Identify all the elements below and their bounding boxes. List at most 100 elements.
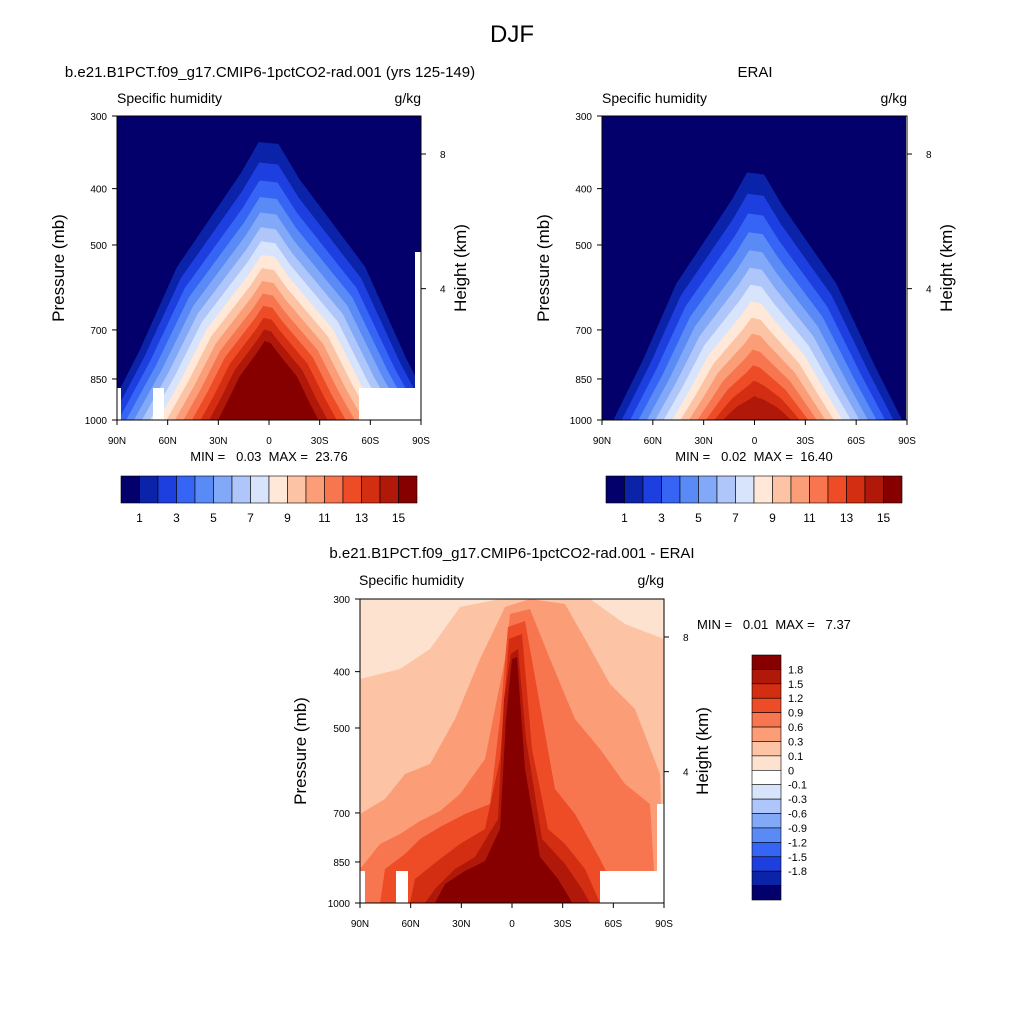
missing-data <box>600 871 664 903</box>
y-tick-label: 300 <box>333 595 350 606</box>
x-tick-label: 0 <box>752 436 758 447</box>
colorbar-swatch <box>751 798 782 814</box>
colorbar-swatch <box>605 475 625 504</box>
x-tick-label: 90N <box>351 919 369 930</box>
colorbar-swatch <box>883 475 903 504</box>
colorbar-swatch <box>679 475 699 504</box>
colorbar: 1.8 1.5 1.2 0.9 0.6 0.3 0.1 0 -0.1 -0.3 -0.6 -0.9 -1… <box>751 654 807 901</box>
colorbar-label: 0.3 <box>788 736 803 748</box>
y-tick-label: 300 <box>575 112 592 123</box>
colorbar-swatch <box>751 683 782 699</box>
panel-title: ERAI <box>737 64 772 81</box>
colorbar-swatch <box>361 475 381 504</box>
y-right-tick-label: 4 <box>683 768 689 779</box>
y-axis-right-label: Height (km) <box>451 224 470 312</box>
x-tick-label: 90N <box>108 436 126 447</box>
y-tick-label: 400 <box>575 185 592 196</box>
x-axis: 90N 60N 30N 0 30S 60S 90S <box>351 903 673 930</box>
x-tick-label: 60N <box>644 436 662 447</box>
colorbar-swatch <box>642 475 662 504</box>
colorbar-label: 13 <box>355 511 369 525</box>
colorbar-swatch <box>231 475 251 504</box>
colorbar-label: -1.8 <box>788 866 807 878</box>
colorbar-label: 0.6 <box>788 722 803 734</box>
colorbar-label: -0.6 <box>788 809 807 821</box>
colorbar-swatch <box>751 741 782 757</box>
y-tick-label: 700 <box>333 809 350 820</box>
panel-model: b.e21.B1PCT.f09_g17.CMIP6-1pctCO2-rad.00… <box>49 64 475 525</box>
colorbar-swatch <box>176 475 196 504</box>
colorbar-label: 1 <box>136 511 143 525</box>
colorbar-label: 1.5 <box>788 679 803 691</box>
colorbar-label: 5 <box>210 511 217 525</box>
colorbar-label: 0.1 <box>788 751 803 763</box>
colorbar-label: 0.9 <box>788 708 803 720</box>
y-axis: 300 400 500 700 850 1000 <box>328 595 360 910</box>
units-label: g/kg <box>638 572 664 588</box>
colorbar-label: 9 <box>284 511 291 525</box>
missing-data <box>415 252 421 420</box>
y-right-tick-label: 8 <box>683 633 689 644</box>
x-tick-label: 90S <box>655 919 673 930</box>
y-tick-label: 1000 <box>85 416 108 427</box>
colorbar-label: 9 <box>769 511 776 525</box>
contour-fill <box>380 621 615 903</box>
x-tick-label: 60S <box>361 436 379 447</box>
x-tick-label: 60N <box>158 436 176 447</box>
colorbar-swatch <box>194 475 214 504</box>
colorbar-swatch <box>751 669 782 685</box>
y-tick-label: 850 <box>575 375 592 386</box>
contour-fill <box>722 396 791 420</box>
colorbar-swatch <box>379 475 399 504</box>
x-axis: 90N 60N 30N 0 30S 60S 90S <box>593 420 916 447</box>
x-tick-label: 30N <box>694 436 712 447</box>
colorbar-label: 15 <box>877 511 891 525</box>
colorbar-swatch <box>751 697 782 713</box>
colorbar-swatch <box>751 726 782 742</box>
colorbar-swatch <box>157 475 177 504</box>
colorbar-swatch <box>864 475 884 504</box>
colorbar-swatch <box>790 475 810 504</box>
colorbar-label: 11 <box>318 511 331 525</box>
colorbar-swatch <box>751 856 782 872</box>
colorbar-swatch <box>250 475 270 504</box>
y-axis-right: 84 <box>421 150 446 296</box>
colorbar-swatch <box>120 475 140 504</box>
colorbar-swatch <box>827 475 847 504</box>
plot-area <box>602 116 906 420</box>
y-axis-label: Pressure (mb) <box>534 214 553 322</box>
colorbar-label: -0.9 <box>788 823 807 835</box>
panel-erai: ERAI Specific humidity g/kg 300 400 500 700… <box>534 64 956 525</box>
y-tick-label: 700 <box>90 326 107 337</box>
y-tick-label: 850 <box>333 858 350 869</box>
x-tick-label: 90N <box>593 436 611 447</box>
colorbar-label: 1 <box>621 511 628 525</box>
min-max-text: MIN = 0.03 MAX = 23.76 <box>190 449 348 464</box>
y-tick-label: 1000 <box>328 899 351 910</box>
missing-data <box>153 388 164 420</box>
colorbar-label: -0.3 <box>788 794 807 806</box>
colorbar-swatch <box>753 475 773 504</box>
colorbar-swatch <box>809 475 829 504</box>
y-axis-label: Pressure (mb) <box>49 214 68 322</box>
contour-layers <box>360 599 664 903</box>
colorbar-swatch <box>735 475 755 504</box>
colorbar-label: 11 <box>803 511 816 525</box>
x-tick-label: 90S <box>898 436 916 447</box>
colorbar-label: 3 <box>173 511 180 525</box>
x-tick-label: 30S <box>311 436 329 447</box>
colorbar-swatch <box>751 827 782 843</box>
colorbar-swatch <box>661 475 681 504</box>
missing-data <box>396 871 408 903</box>
colorbar-swatch <box>624 475 644 504</box>
colorbar-label: 1.2 <box>788 693 803 705</box>
panel-title: b.e21.B1PCT.f09_g17.CMIP6-1pctCO2-rad.00… <box>65 64 475 81</box>
colorbar-label: 7 <box>247 511 254 525</box>
y-right-tick-label: 4 <box>440 285 446 296</box>
panel-difference: b.e21.B1PCT.f09_g17.CMIP6-1pctCO2-rad.00… <box>291 545 851 930</box>
missing-data <box>657 804 664 874</box>
plot-area <box>117 116 421 420</box>
y-axis: 300 400 500 700 850 1000 <box>570 112 602 427</box>
plot-area <box>360 599 664 903</box>
colorbar-label: 13 <box>840 511 854 525</box>
